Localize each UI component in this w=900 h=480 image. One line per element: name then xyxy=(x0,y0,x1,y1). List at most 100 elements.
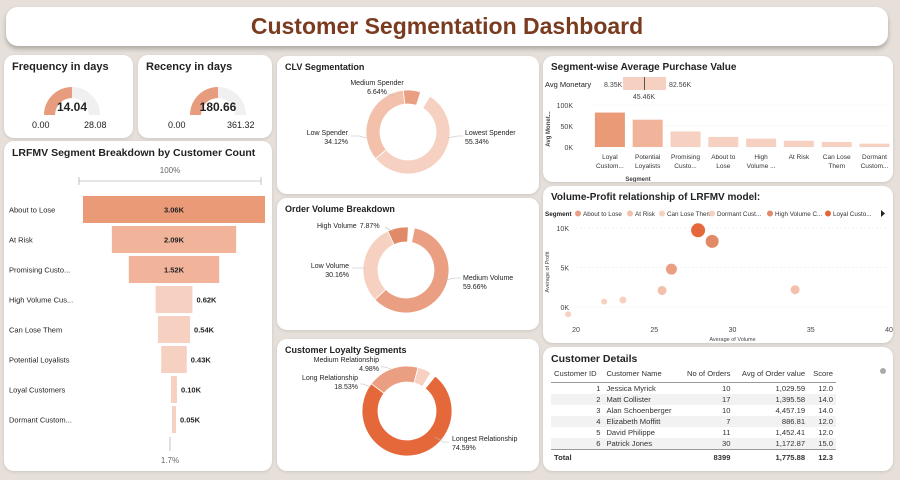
scatter-point xyxy=(601,298,608,305)
x-tick-label: About to xyxy=(711,154,736,161)
donut-label-pct: 59.66% xyxy=(463,284,487,291)
legend-marker xyxy=(575,210,581,217)
y-tick-label: 5K xyxy=(560,266,569,273)
x-tick-label: Can Lose xyxy=(823,154,851,161)
donut-label-name: High Volume xyxy=(317,223,357,230)
x-tick-label: Custom... xyxy=(596,163,624,170)
table-scrollbar[interactable] xyxy=(880,368,886,374)
orders-donut[interactable]: Medium Volume 59.66% Low Volume 30.16% High … xyxy=(277,198,539,330)
donut-label-name: Medium Volume xyxy=(463,275,513,282)
legend-item: Dormant Cust... xyxy=(717,211,761,218)
table-total-cell: 8399 xyxy=(680,449,734,465)
table-row[interactable]: 3 Alan Schoenberger 10 4,457.19 14.0 xyxy=(551,405,836,416)
funnel-bar xyxy=(128,256,220,283)
table-column-header[interactable]: Avg of Order value xyxy=(733,367,809,383)
table-column-header[interactable]: No of Orders xyxy=(680,367,734,383)
frequency-value: 14.04 xyxy=(56,100,88,114)
funnel-category-label: At Risk xyxy=(9,236,33,245)
donut-label-pct: 7.87% xyxy=(360,223,380,230)
avg-purchase-card: Segment-wise Average Purchase Value Avg … xyxy=(543,56,893,182)
funnel-chart[interactable]: 100% About to Lose 3.06K At Risk 2.09K Promis… xyxy=(4,141,272,471)
purchase-bar xyxy=(746,138,777,147)
table-cell: 10 xyxy=(721,406,731,415)
donut-leader-line xyxy=(360,383,372,388)
table-cell: 17 xyxy=(721,395,731,404)
funnel-value-label: 0.43K xyxy=(191,356,212,365)
table-column-header[interactable]: Customer Name xyxy=(603,367,681,383)
funnel-category-label: Loyal Customers xyxy=(9,386,66,395)
donut-slice xyxy=(402,89,422,106)
x-tick-label: 25 xyxy=(650,327,658,334)
donut-label-name: Long Relationship xyxy=(302,375,358,382)
x-tick-label: 30 xyxy=(729,327,737,334)
funnel-bar xyxy=(171,376,177,403)
dashboard-header: Customer Segmentation Dashboard xyxy=(6,7,888,46)
purchase-bar xyxy=(594,112,625,147)
funnel-category-label: Promising Custo... xyxy=(9,266,70,275)
scatter-point xyxy=(619,296,627,304)
table-cell: 12.0 xyxy=(818,417,833,426)
funnel-bar xyxy=(111,226,237,253)
loyalty-title: Customer Loyalty Segments xyxy=(285,345,407,355)
y-tick-label: 100K xyxy=(557,103,574,110)
customer-details-title: Customer Details xyxy=(551,353,638,365)
legend-marker xyxy=(767,210,773,217)
funnel-value-label: 0.05K xyxy=(180,416,201,425)
y-tick-label: 10K xyxy=(557,226,570,233)
x-tick-label: 40 xyxy=(885,327,893,334)
table-total-row: Total 8399 1,775.88 12.3 xyxy=(551,449,836,465)
table-row[interactable]: 6 Patrick Jones 30 1,172.87 15.0 xyxy=(551,438,836,450)
table-cell: 1,029.59 xyxy=(775,384,806,393)
donut-label: High Volume 7.87% xyxy=(317,223,380,230)
slicer-min: 8.35K xyxy=(604,82,623,89)
funnel-category-label: Dormant Custom... xyxy=(9,416,72,425)
purchase-bar xyxy=(632,119,663,147)
table-cell: 4 xyxy=(596,417,601,426)
donut-leader-line xyxy=(351,135,368,139)
scatter-card: Volume-Profit relationship of LRFMV mode… xyxy=(543,186,893,343)
donut-slice xyxy=(374,95,451,175)
segment-funnel-card: LRFMV Segment Breakdown by Customer Coun… xyxy=(4,141,272,471)
table-row[interactable]: 2 Matt Collister 17 1,395.58 14.0 xyxy=(551,394,836,405)
table-cell: 1 xyxy=(596,384,601,393)
table-cell: 5 xyxy=(596,428,601,437)
table-row[interactable]: 4 Elizabeth Moffitt 7 886.81 12.0 xyxy=(551,416,836,427)
donut-label-pct: 18.53% xyxy=(334,384,358,391)
table-row[interactable]: 5 David Philippe 11 1,452.41 12.0 xyxy=(551,427,836,438)
avg-purchase-chart[interactable]: Avg Monetary 8.35K 82.56K 45.46K Segment Avg … xyxy=(543,56,893,182)
y-axis-label: Average of Profit xyxy=(545,251,551,292)
table-cell: Patrick Jones xyxy=(606,439,653,448)
y-tick-label: 0K xyxy=(560,305,569,312)
orders-card: Order Volume Breakdown Medium Volume 59.6… xyxy=(277,198,539,330)
frequency-max: 28.08 xyxy=(84,120,107,130)
x-tick-label: Promising xyxy=(671,154,700,161)
scatter-chart[interactable]: Segment About to Lose At Risk Can Lose Them… xyxy=(543,186,893,343)
donut-leader-line xyxy=(444,277,461,281)
recency-max: 361.32 xyxy=(227,120,255,130)
legend-item: High Volume C... xyxy=(775,211,822,218)
table-total-cell: 1,775.88 xyxy=(733,449,809,465)
donut-label-pct: 74.59% xyxy=(452,445,476,452)
funnel-bar xyxy=(161,346,187,373)
y-axis-label: Avg Monet... xyxy=(546,111,552,147)
table-cell: 4,457.19 xyxy=(775,406,806,415)
donut-slice xyxy=(362,230,395,301)
funnel-bar xyxy=(83,196,265,223)
funnel-category-label: Potential Loyalists xyxy=(9,356,70,365)
table-cell: 15.0 xyxy=(818,439,833,448)
donut-label-name: Medium Relationship xyxy=(314,357,379,364)
slicer-label: Avg Monetary xyxy=(545,80,591,89)
scatter-point xyxy=(565,311,572,318)
clv-donut[interactable]: Lowest Spender 55.34% Low Spender 34.12% Med… xyxy=(277,56,539,194)
loyalty-donut[interactable]: Longest Relationship 74.59% Long Relations… xyxy=(277,339,539,471)
frequency-gauge xyxy=(44,87,100,115)
table-column-header[interactable]: Customer ID xyxy=(551,367,604,383)
donut-leader-line xyxy=(383,93,395,97)
donut-leader-line xyxy=(434,436,449,443)
legend-item: About to Lose xyxy=(583,211,622,218)
table-row[interactable]: 1 Jessica Myrick 10 1,029.59 12.0 xyxy=(551,382,836,394)
page-title: Customer Segmentation Dashboard xyxy=(250,13,644,39)
table-column-header[interactable]: Score xyxy=(808,367,836,383)
table-total-cell: 12.3 xyxy=(808,449,836,465)
legend-title: Segment xyxy=(545,211,572,218)
